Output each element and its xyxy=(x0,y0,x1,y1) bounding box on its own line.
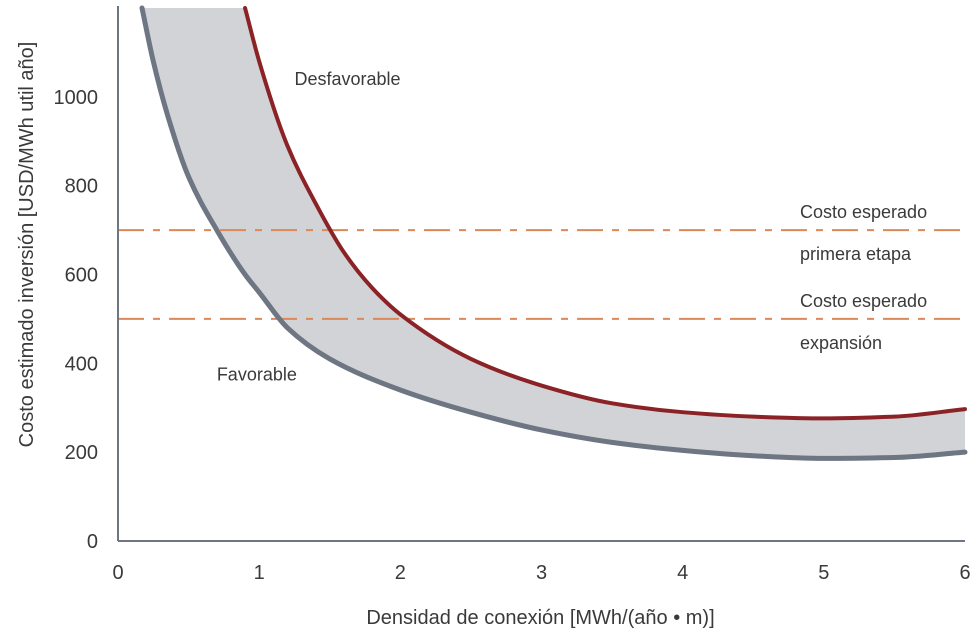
threshold-lines xyxy=(118,229,965,320)
threshold-label: primera etapa xyxy=(800,244,912,264)
y-tick-label: 800 xyxy=(65,176,98,198)
region-label: Favorable xyxy=(217,364,297,384)
x-tick-label: 4 xyxy=(677,562,688,584)
y-tick-label: 1000 xyxy=(54,87,99,109)
y-tick-label: 400 xyxy=(65,353,98,375)
x-axis-title: Densidad de conexión [MWh/(año • m)] xyxy=(366,607,714,629)
y-tick-label: 200 xyxy=(65,442,98,464)
x-tick-label: 6 xyxy=(959,562,970,584)
region-label: Desfavorable xyxy=(294,69,400,89)
y-axis-title: Costo estimado inversión [USD/MWh util a… xyxy=(16,42,38,448)
threshold-label: Costo esperado xyxy=(800,202,927,222)
y-tick-label: 0 xyxy=(87,531,98,553)
uncertainty-band xyxy=(142,8,965,459)
x-tick-label: 5 xyxy=(818,562,829,584)
x-tick-label: 0 xyxy=(112,562,123,584)
threshold-label: Costo esperado xyxy=(800,291,927,311)
lower-bound-line xyxy=(139,5,968,461)
x-tick-label: 2 xyxy=(395,562,406,584)
y-tick-labels: 0 200 400 600 800 1000 xyxy=(54,87,99,553)
threshold-label: expansión xyxy=(800,333,882,353)
region-annotations: Desfavorable Favorable xyxy=(217,69,401,384)
x-tick-label: 1 xyxy=(254,562,265,584)
x-tick-label: 3 xyxy=(536,562,547,584)
upper-bound-line xyxy=(243,6,967,421)
threshold-labels: Costo esperado primera etapa Costo esperad… xyxy=(800,202,927,353)
y-tick-label: 600 xyxy=(65,265,98,287)
x-tick-labels: 0 1 2 3 4 5 6 xyxy=(112,562,970,584)
